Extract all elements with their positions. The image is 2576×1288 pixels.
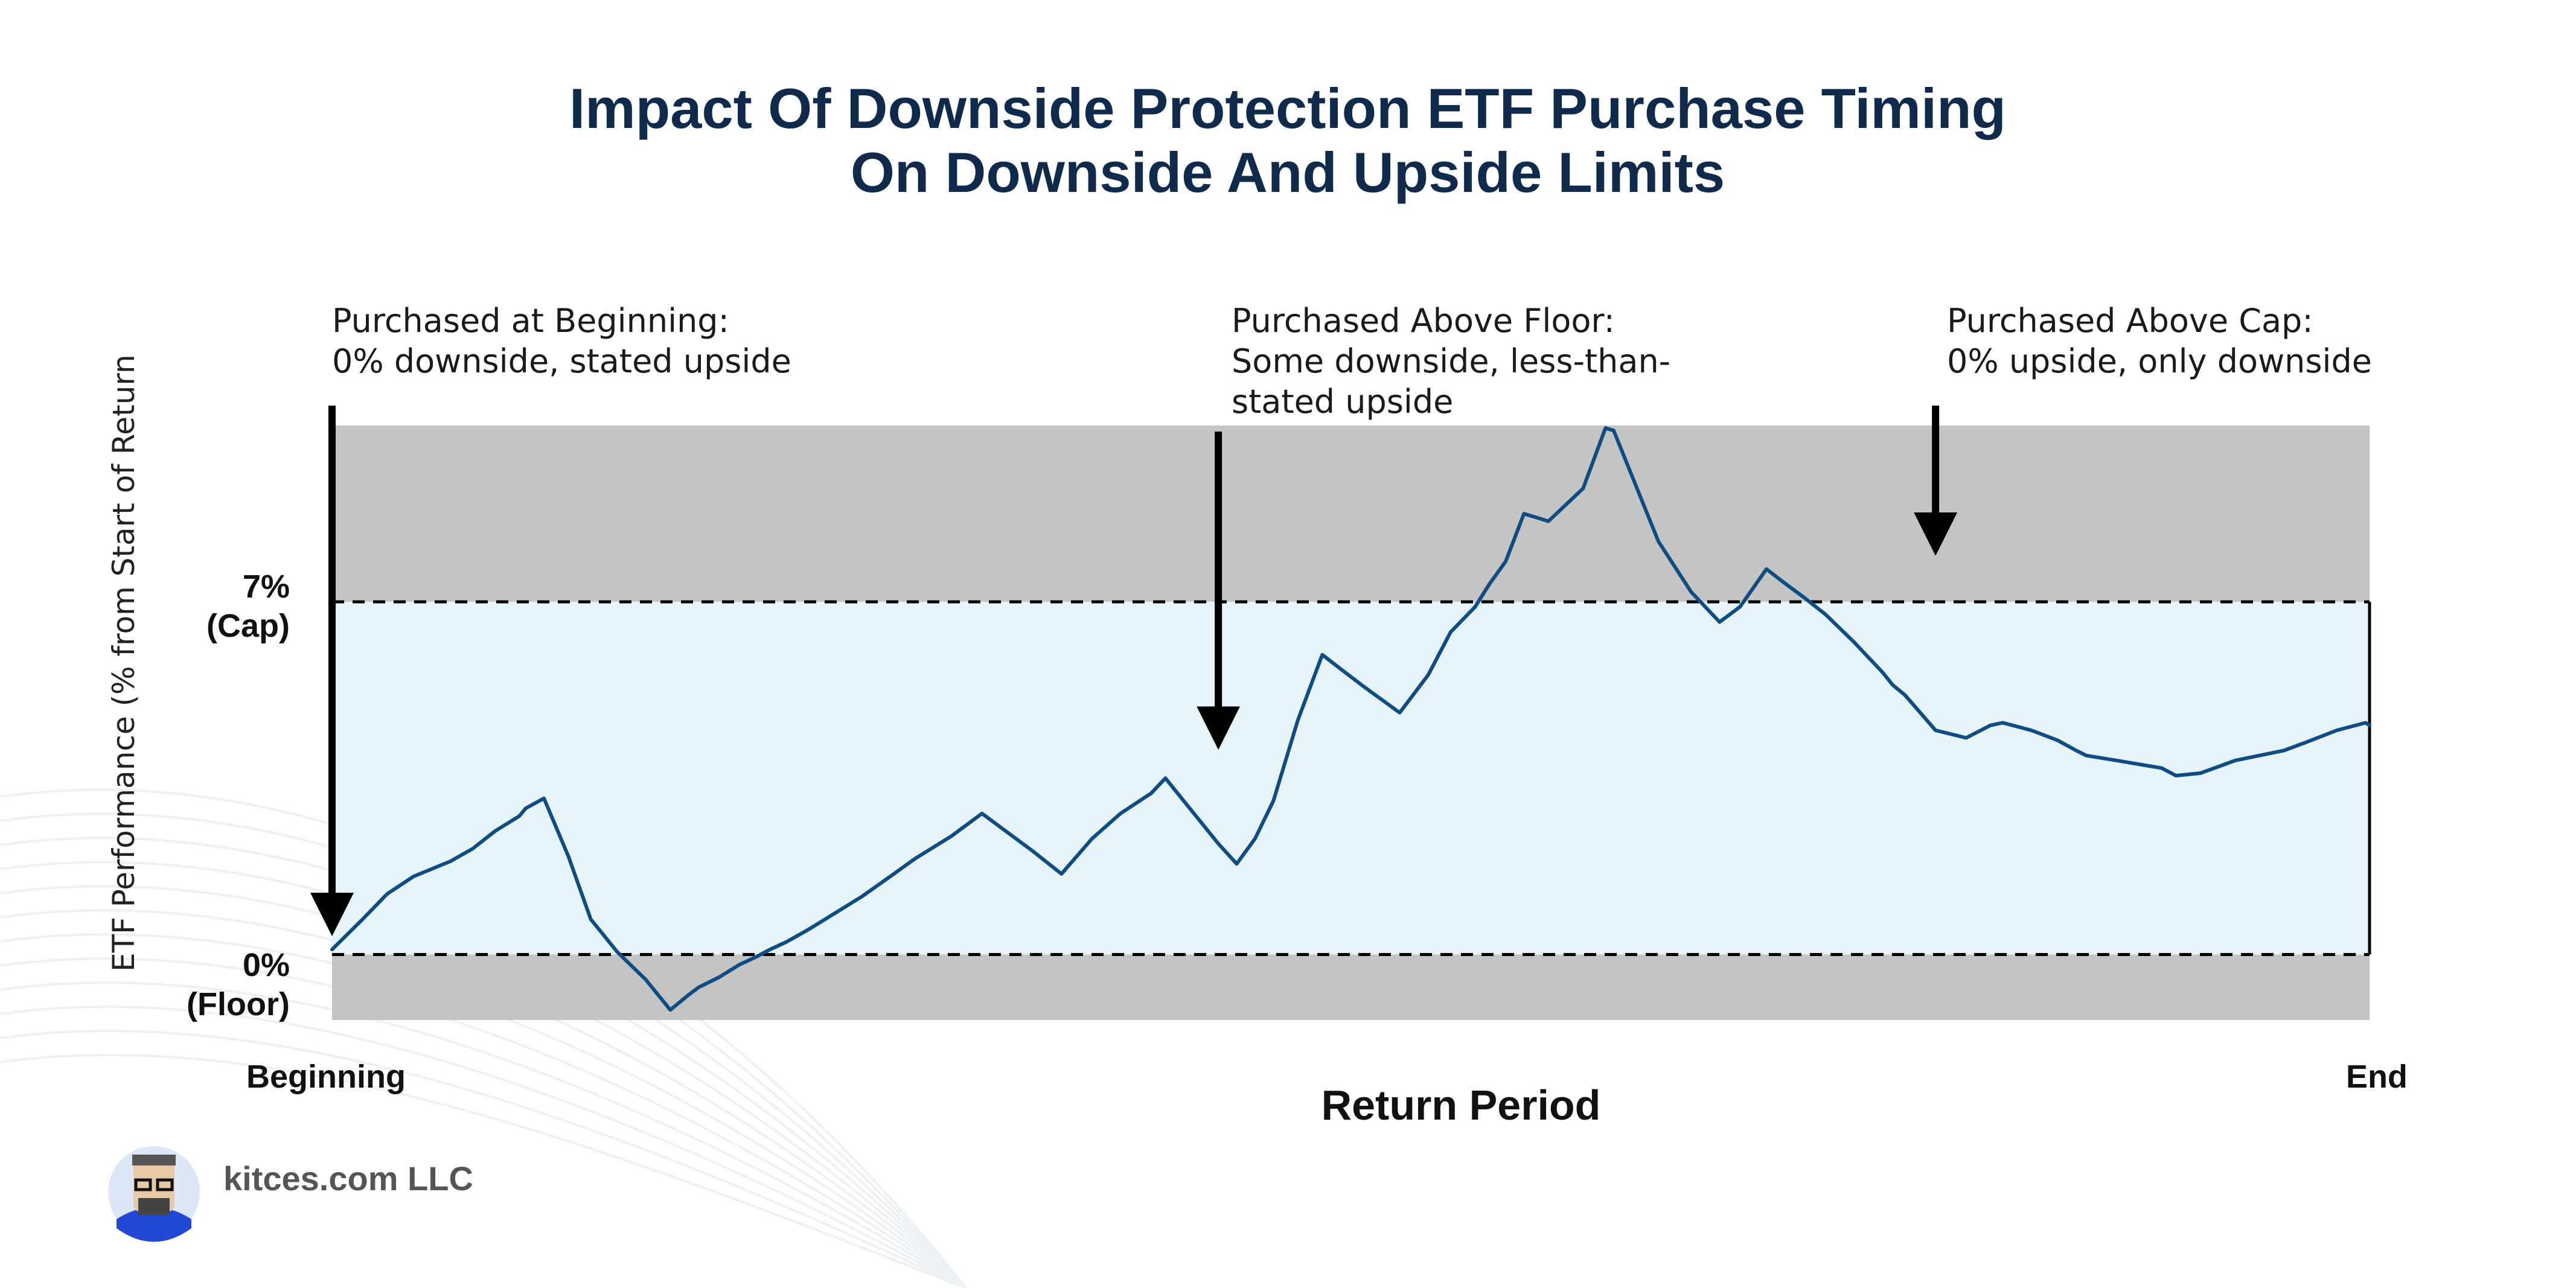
annotation-above-floor-line-1: Purchased Above Floor: <box>1232 302 1615 340</box>
floor-tick-sublabel: (Floor) <box>187 986 290 1022</box>
protected-band-region <box>332 602 2370 955</box>
annotation-above-cap-line-2: 0% upside, only downside <box>1947 342 2372 380</box>
x-tick-label-end: End <box>2346 1059 2408 1095</box>
background-curve <box>0 957 967 1288</box>
background-curve <box>0 981 967 1288</box>
etf-performance-line <box>330 426 2371 1012</box>
annotation-above-floor-line-2: Some downside, less-than- <box>1232 342 1670 380</box>
chart-title-line-1: Impact Of Downside Protection ETF Purcha… <box>569 77 2006 140</box>
x-axis-title: Return Period <box>1322 1082 1601 1129</box>
y-axis-label: ETF Performance (% from Start of Return <box>106 354 141 972</box>
cap-tick-label: 7% <box>243 569 290 605</box>
below-floor-region <box>332 954 2370 1020</box>
x-tick-label-beginning: Beginning <box>246 1059 406 1095</box>
background-curve <box>0 1030 967 1288</box>
floor-tick-label: 0% <box>243 947 290 983</box>
avatar-icon <box>108 1146 200 1242</box>
plot-area <box>330 426 2371 1020</box>
annotation-beginning-line-1: Purchased at Beginning: <box>332 302 729 340</box>
chart-title-line-2: On Downside And Upside Limits <box>851 141 1725 204</box>
annotation-above-cap: Purchased Above Cap: 0% upside, only dow… <box>1914 302 2372 556</box>
annotation-beginning-line-2: 0% downside, stated upside <box>332 342 791 380</box>
cap-tick-sublabel: (Cap) <box>206 608 290 644</box>
background-curve <box>0 1053 967 1288</box>
background-curve <box>0 1006 967 1288</box>
annotation-beginning: Purchased at Beginning: 0% downside, sta… <box>310 302 791 937</box>
annotation-above-floor-line-3: stated upside <box>1232 383 1453 421</box>
above-cap-region <box>332 426 2370 602</box>
logo-text: kitces.com LLC <box>223 1159 473 1197</box>
annotation-above-cap-line-1: Purchased Above Cap: <box>1947 302 2313 340</box>
logo: kitces.com LLC <box>108 1146 473 1242</box>
annotation-above-floor: Purchased Above Floor: Some downside, le… <box>1197 302 1670 750</box>
